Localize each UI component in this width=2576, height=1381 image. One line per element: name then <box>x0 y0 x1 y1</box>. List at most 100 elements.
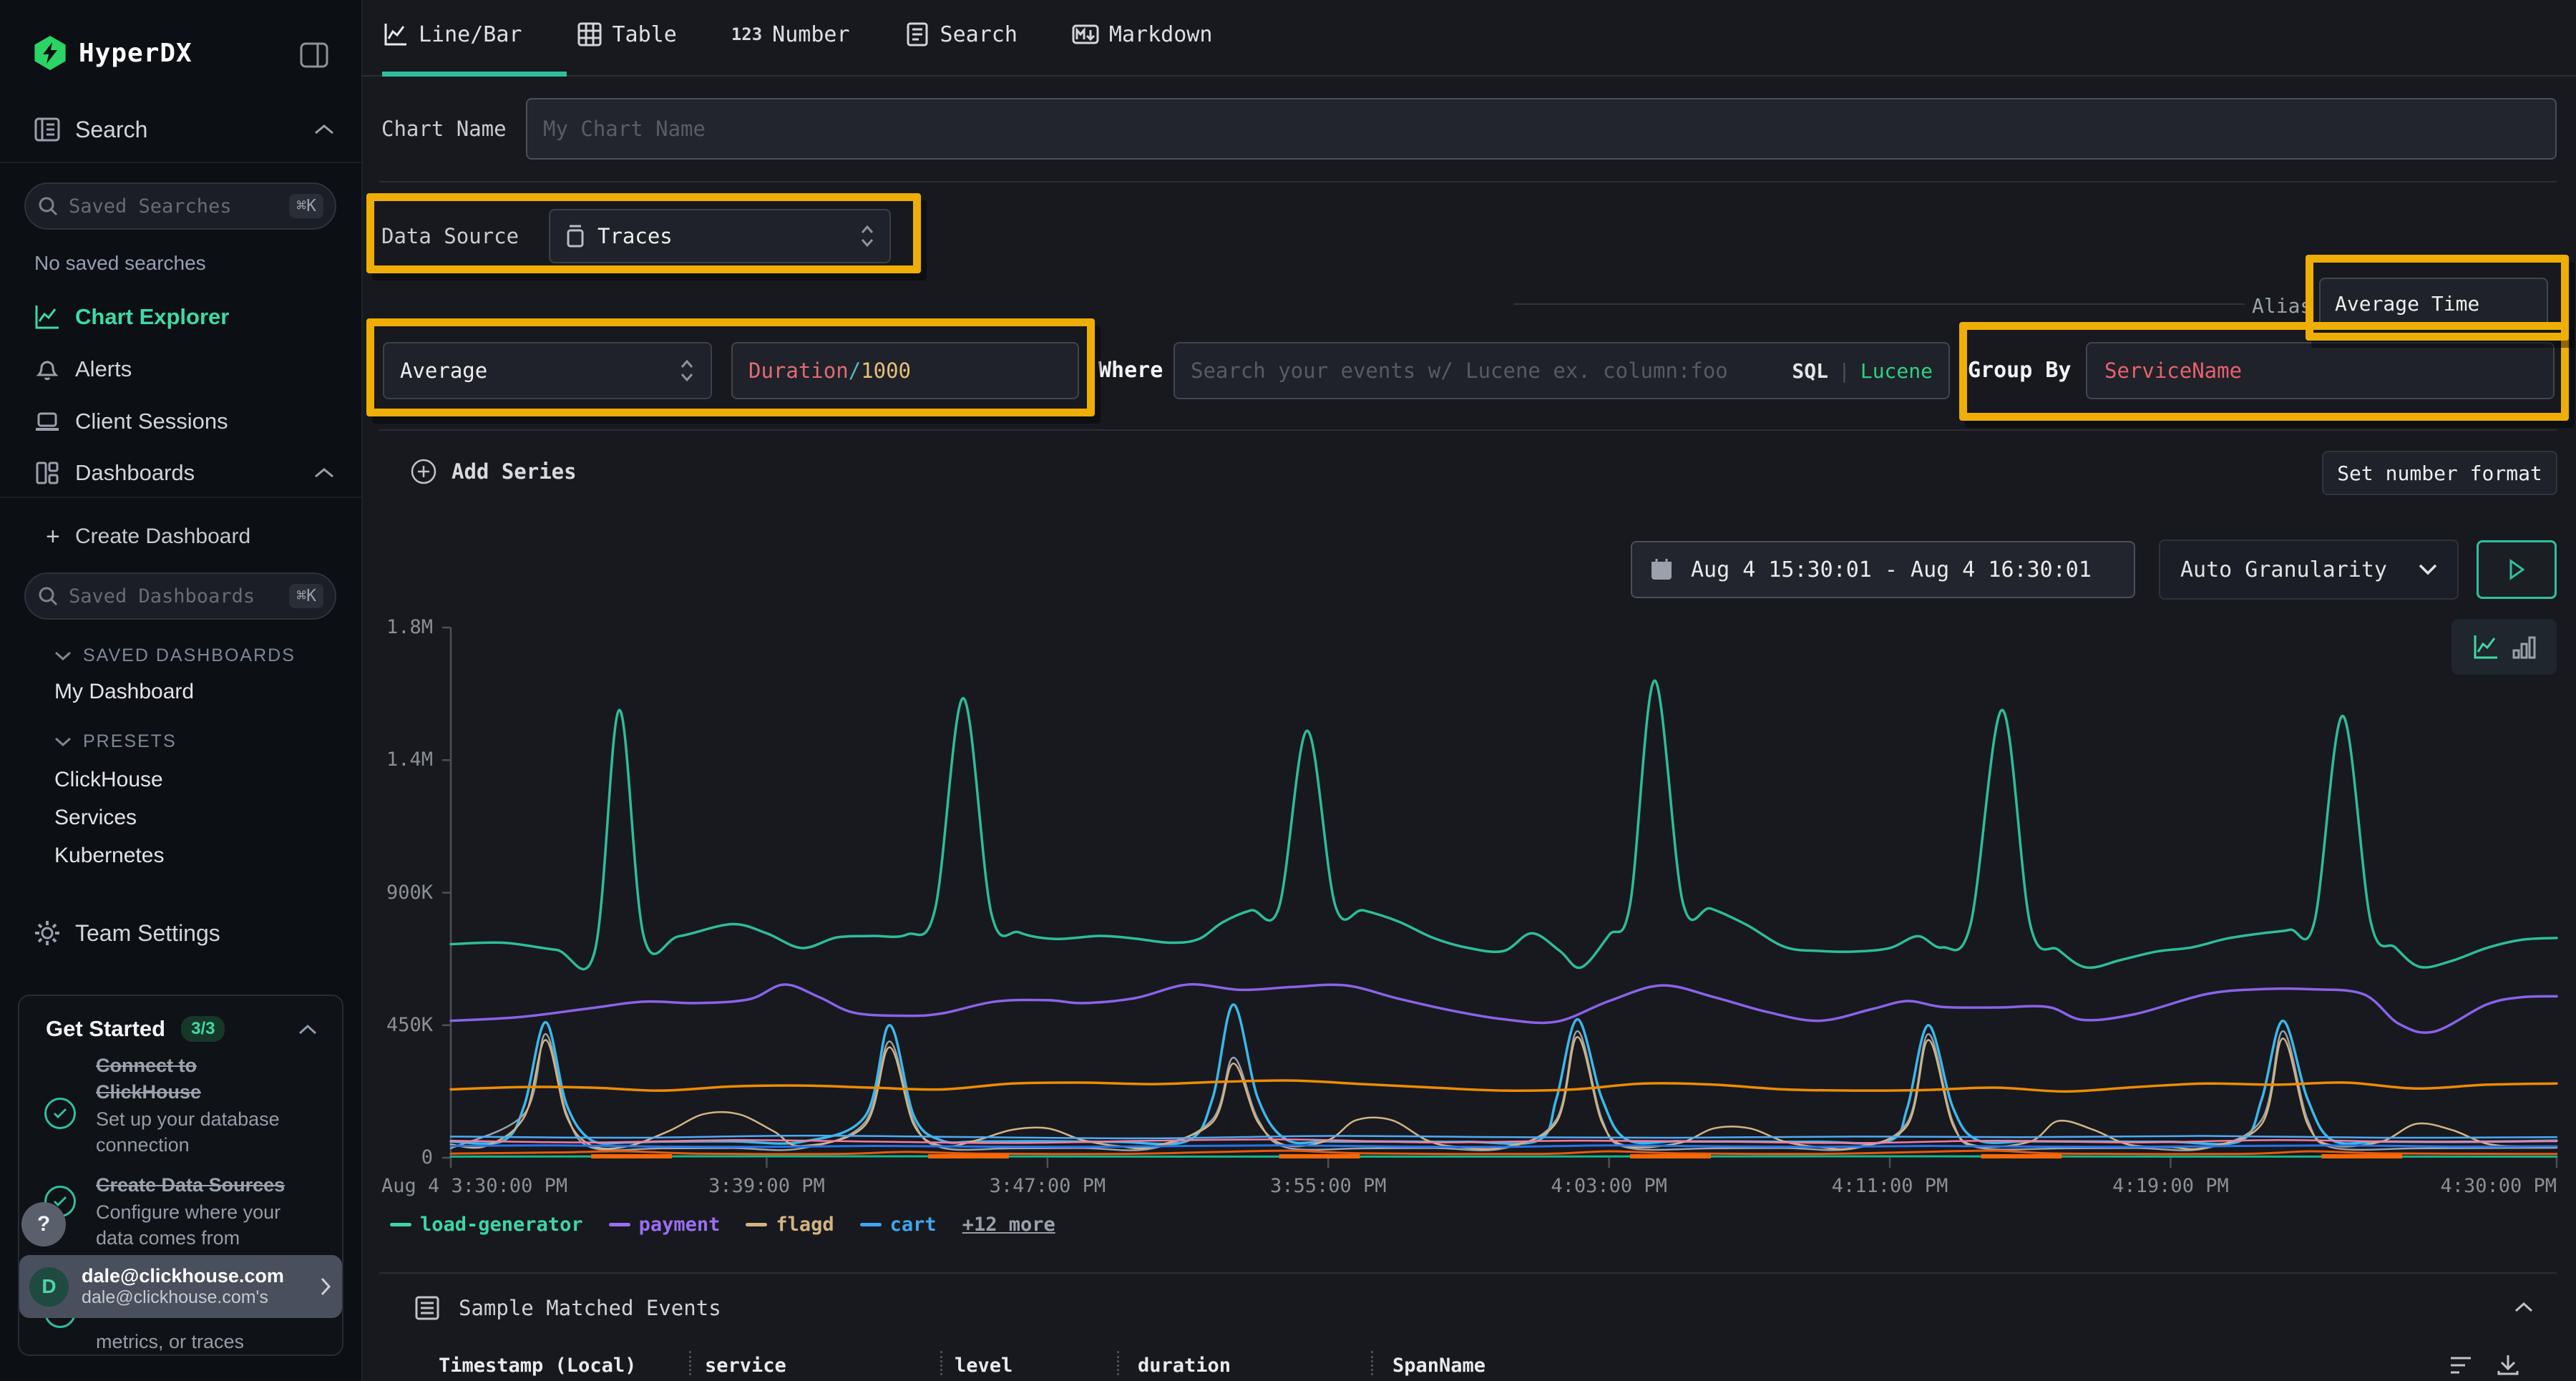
legend-swatch <box>390 1223 411 1226</box>
circle-plus-icon <box>411 459 436 484</box>
plus-icon: + <box>46 522 60 550</box>
expression-input[interactable]: Duration/1000 <box>731 342 1079 399</box>
play-icon <box>2509 559 2525 580</box>
y-axis-tick-label: 1.4M <box>386 748 433 771</box>
sidebar-item-team-settings[interactable]: Team Settings <box>0 910 361 956</box>
tab-number[interactable]: 123 Number <box>731 21 850 47</box>
date-range-picker[interactable]: Aug 4 15:30:01 - Aug 4 16:30:01 <box>1631 541 2135 598</box>
user-sub: dale@clickhouse.com's <box>82 1287 268 1307</box>
column-separator[interactable] <box>1371 1351 1373 1375</box>
selector-updown-icon <box>680 359 693 382</box>
create-dashboard-button[interactable]: + Create Dashboard <box>46 522 251 550</box>
hyperdx-logo-icon <box>34 36 66 70</box>
get-started-progress-badge: 3/3 <box>181 1016 225 1042</box>
wrap-lines-icon[interactable] <box>2448 1352 2474 1378</box>
get-started-item-title: ClickHouse <box>96 1081 202 1103</box>
sidebar-item-services[interactable]: Services <box>54 806 137 829</box>
column-separator[interactable] <box>689 1351 691 1375</box>
tab-markdown[interactable]: Markdown <box>1072 21 1212 47</box>
set-number-format-button[interactable]: Set number format <box>2322 451 2557 495</box>
calendar-icon <box>1652 559 1672 580</box>
chevron-up-icon[interactable] <box>298 1023 318 1035</box>
run-query-button[interactable] <box>2477 540 2557 599</box>
collapse-section-icon[interactable] <box>2514 1301 2534 1313</box>
download-icon[interactable] <box>2495 1352 2521 1378</box>
table-actions <box>2448 1352 2521 1378</box>
alias-label: Alias <box>2252 294 2313 318</box>
group-by-input[interactable]: ServiceName <box>2086 342 2555 399</box>
app-title: HyperDX <box>79 39 192 68</box>
help-button[interactable]: ? <box>21 1202 66 1246</box>
x-axis-tick-label: 3:55:00 PM <box>1269 1175 1387 1197</box>
where-label: Where <box>1098 358 1163 383</box>
sample-events-header[interactable]: Sample Matched Events <box>414 1295 721 1321</box>
sql-toggle[interactable]: SQL <box>1792 358 1828 383</box>
list-search-icon <box>907 22 928 47</box>
chart-display-toggle[interactable] <box>2451 619 2557 675</box>
sidebar-item-dashboards[interactable]: Dashboards <box>0 450 361 496</box>
collapse-sidebar-icon[interactable] <box>299 40 329 70</box>
line-chart-icon <box>384 24 406 46</box>
x-axis-tick-label: 4:11:00 PM <box>1831 1175 1948 1197</box>
gear-icon <box>33 919 62 947</box>
tab-line-bar[interactable]: Line/Bar <box>383 21 522 47</box>
chevron-up-icon <box>313 467 335 479</box>
legend-item[interactable]: flagd <box>746 1214 834 1236</box>
tab-search[interactable]: Search <box>904 21 1018 47</box>
x-axis-tick-label: 4:19:00 PM <box>2112 1175 2229 1197</box>
tabbar-divider <box>361 75 2576 77</box>
get-started-item-title: Connect to <box>96 1055 197 1076</box>
database-icon <box>567 225 584 248</box>
timeseries-chart[interactable] <box>440 615 2565 1182</box>
y-axis-tick-label: 1.8M <box>386 616 433 638</box>
sidebar-item-alerts[interactable]: Alerts <box>0 346 361 392</box>
column-header[interactable]: service <box>705 1355 786 1377</box>
saved-dashboards-input[interactable]: Saved Dashboards ⌘K <box>24 572 336 620</box>
saved-dashboards-group[interactable]: SAVED DASHBOARDS <box>54 645 296 666</box>
sidebar-item-kubernetes[interactable]: Kubernetes <box>54 844 165 867</box>
granularity-select[interactable]: Auto Granularity <box>2159 540 2459 600</box>
number-123-icon: 123 <box>731 24 763 44</box>
shortcut-badge: ⌘K <box>289 194 323 218</box>
bar-chart-icon <box>2512 636 2535 659</box>
column-header[interactable]: duration <box>1138 1355 1231 1377</box>
list-icon <box>415 1296 439 1320</box>
legend-item[interactable]: load-generator <box>390 1214 583 1236</box>
column-separator[interactable] <box>940 1351 942 1375</box>
laptop-icon <box>33 407 62 436</box>
legend-item[interactable]: payment <box>608 1214 720 1236</box>
where-input[interactable]: Search your events w/ Lucene ex. column:… <box>1174 342 1950 399</box>
legend-item[interactable]: cart <box>859 1214 937 1236</box>
group-by-label: Group By <box>1968 358 2072 383</box>
sidebar-section-search[interactable]: Search <box>0 107 361 152</box>
tab-table[interactable]: Table <box>577 21 677 47</box>
y-axis-tick-label: 0 <box>421 1146 433 1168</box>
saved-searches-input[interactable]: Saved Searches ⌘K <box>24 182 336 230</box>
alias-input[interactable]: Average Time <box>2319 278 2548 329</box>
user-menu[interactable]: D dale@clickhouse.com dale@clickhouse.co… <box>19 1255 342 1318</box>
sidebar-item-clickhouse[interactable]: ClickHouse <box>54 768 163 791</box>
markdown-icon <box>1072 24 1099 44</box>
presets-group[interactable]: PRESETS <box>54 731 177 752</box>
column-header[interactable]: Timestamp (Local) <box>439 1355 637 1377</box>
column-header[interactable]: level <box>955 1355 1013 1377</box>
aggregation-select[interactable]: Average <box>383 342 712 399</box>
chevron-down-icon <box>54 737 72 747</box>
chart-name-input[interactable] <box>526 98 2557 160</box>
shortcut-badge: ⌘K <box>289 584 323 608</box>
chevron-down-icon <box>2419 564 2437 575</box>
sidebar-item-client-sessions[interactable]: Client Sessions <box>0 399 361 444</box>
data-source-select[interactable]: Traces <box>549 209 891 263</box>
sidebar-item-chart-explorer[interactable]: Chart Explorer <box>0 294 361 340</box>
y-axis-tick-label: 900K <box>386 881 433 904</box>
column-separator[interactable] <box>1117 1351 1119 1375</box>
x-axis-tick-label: 3:39:00 PM <box>708 1175 825 1197</box>
search-panel-icon <box>33 115 62 144</box>
lucene-toggle[interactable]: Lucene <box>1860 358 1933 383</box>
legend-swatch <box>859 1223 882 1226</box>
column-header[interactable]: SpanName <box>1392 1355 1486 1377</box>
add-series-button[interactable]: Add Series <box>410 458 577 485</box>
chevron-up-icon <box>313 123 335 136</box>
legend-item[interactable]: +12 more <box>962 1214 1055 1236</box>
sidebar-item-my-dashboard[interactable]: My Dashboard <box>54 680 195 703</box>
